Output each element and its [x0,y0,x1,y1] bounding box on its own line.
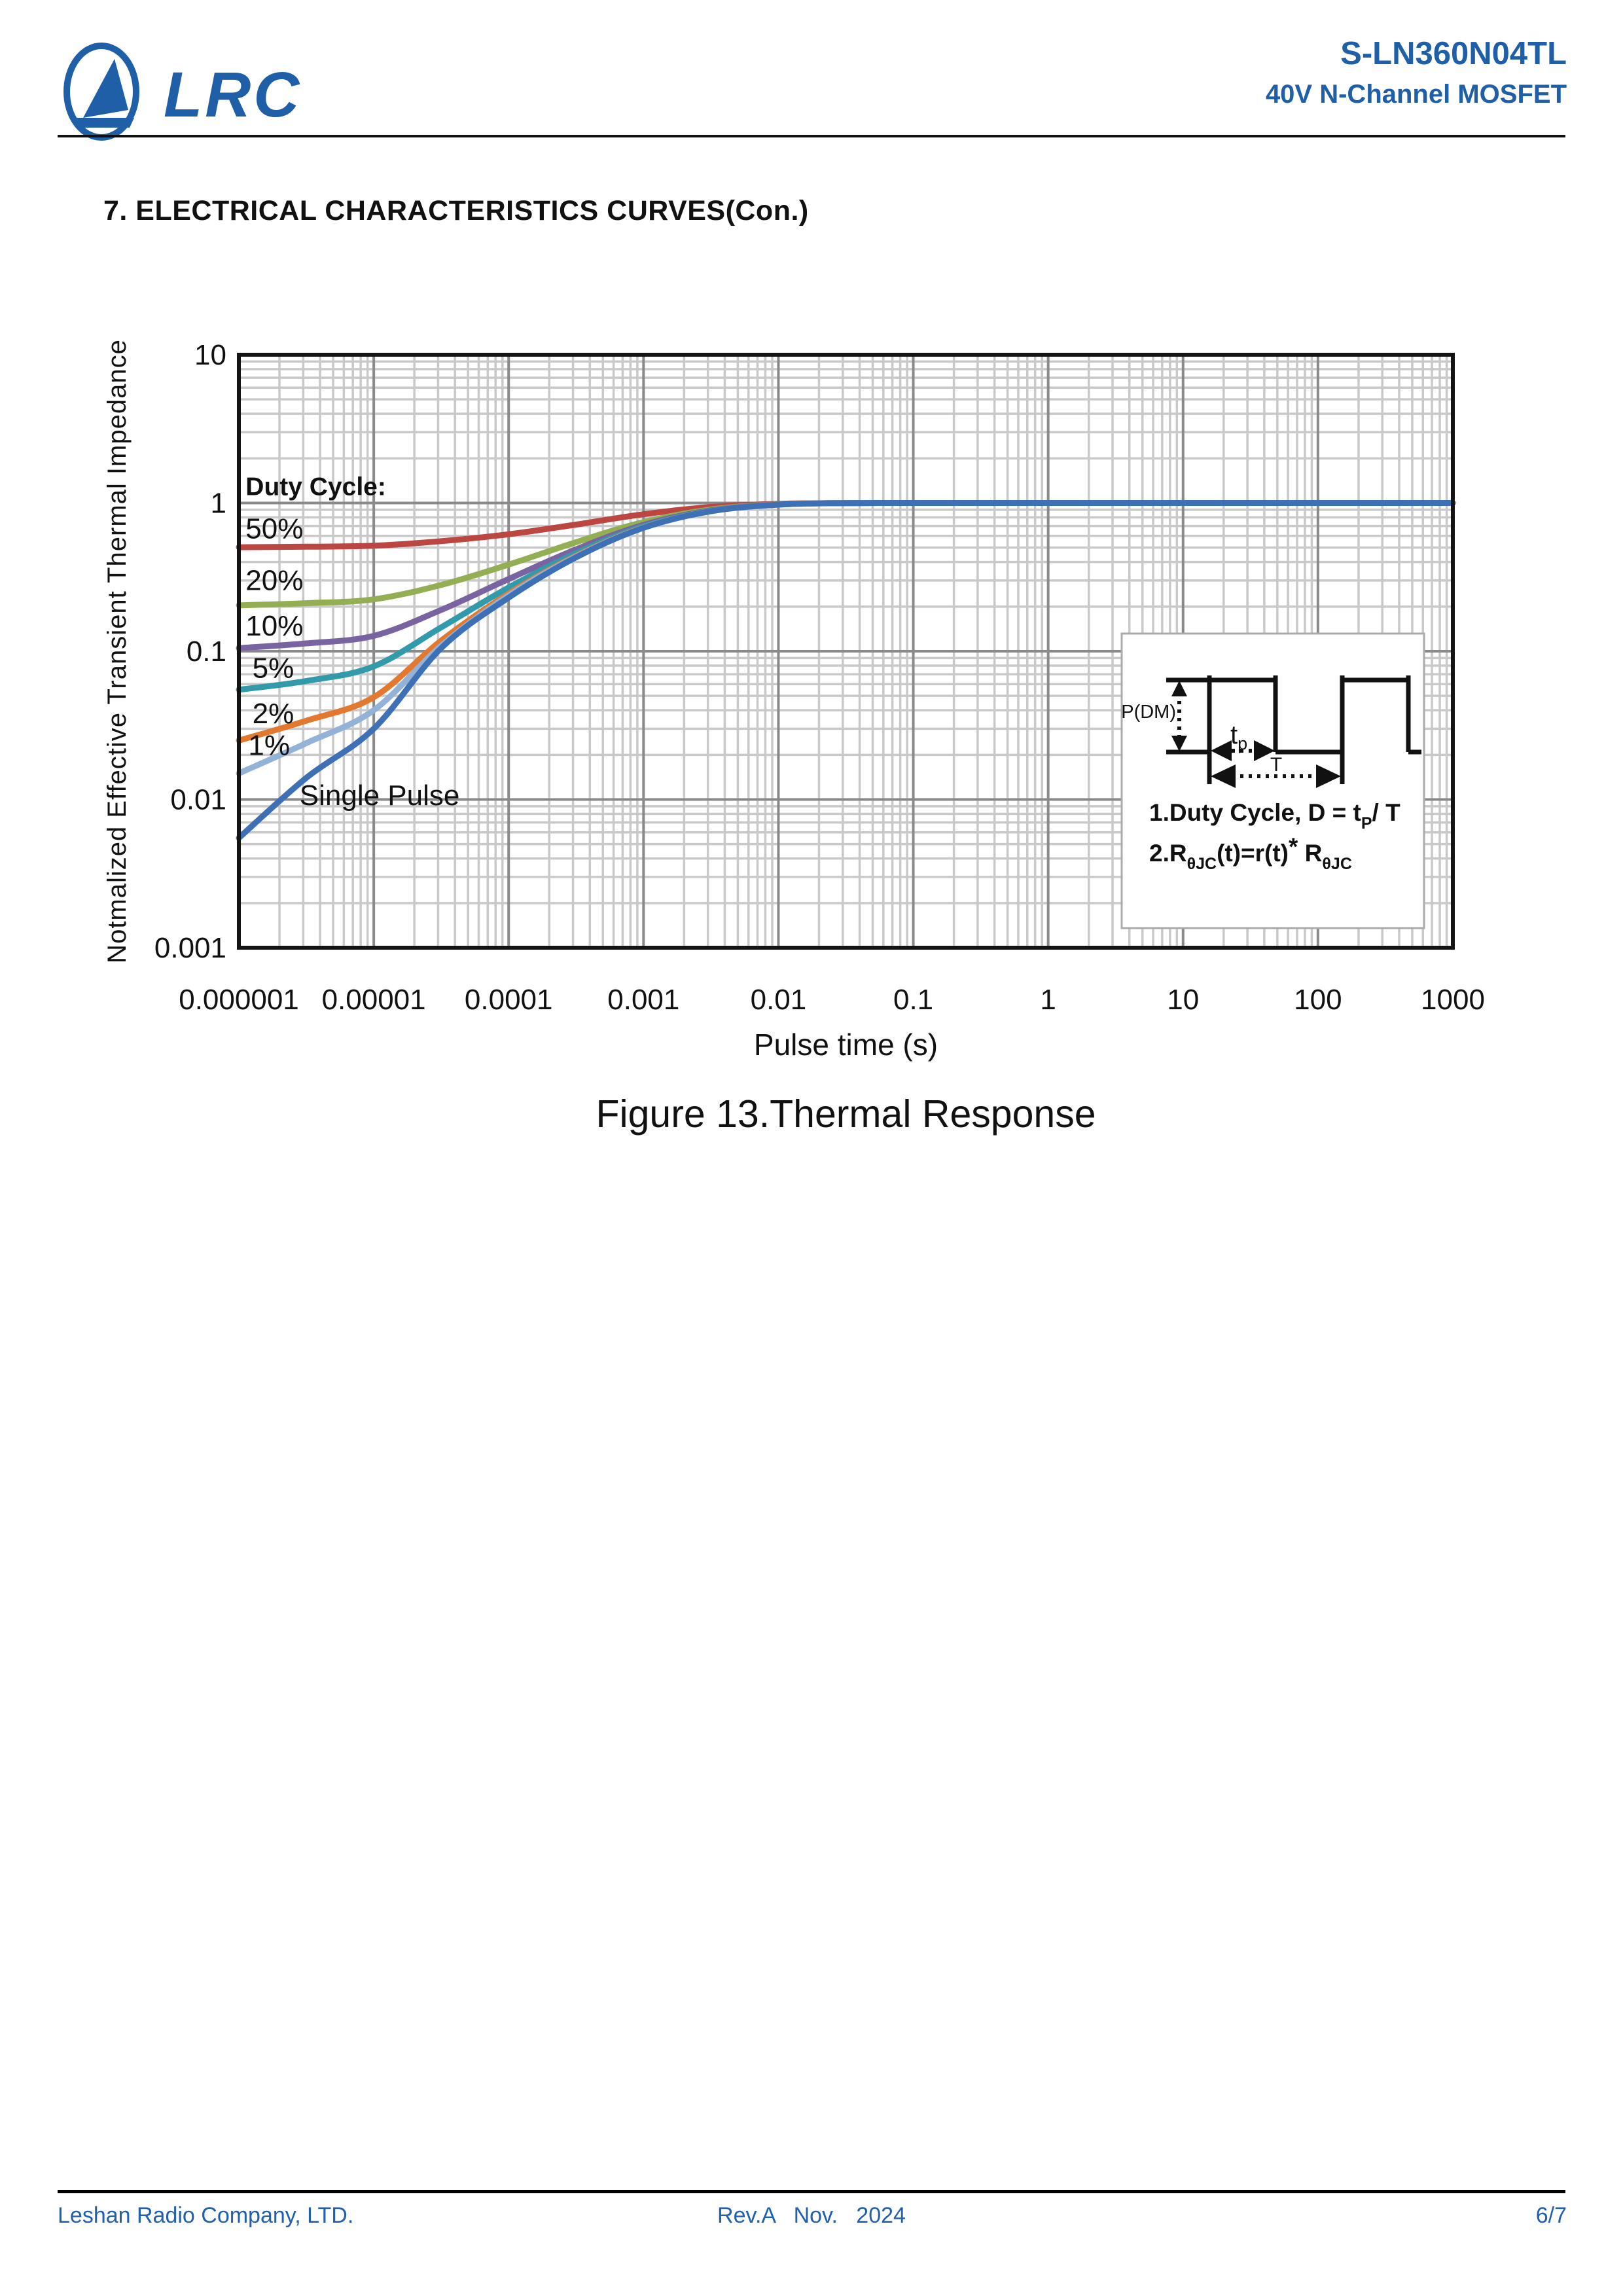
inset-note: 1.Duty Cycle, D = tP/ T [1149,799,1400,833]
y-tick-label: 0.1 [187,636,226,668]
arrowhead-left-icon [1211,740,1232,761]
arrowhead-down-icon [1171,736,1187,751]
x-tick-label: 0.000001 [179,984,299,1016]
curve-label-single-pulse: Single Pulse [300,780,460,812]
curve-label-5-: 5% [253,652,294,684]
curve-label-10-: 10% [245,610,303,642]
header-rule [58,135,1565,137]
lrc-logo-emblem [63,43,139,141]
inset-box [1120,632,1425,929]
curve-label-1-: 1% [248,729,290,761]
x-tick-label: 1 [1040,984,1056,1016]
logo-sail-icon [83,59,128,118]
arrowhead-left-icon [1211,764,1236,788]
footer-revision: Rev.A Nov. 2024 [717,2203,906,2228]
lrc-logo [62,41,147,145]
plot-border [237,353,1455,950]
footer-page: 6/7 [1535,2203,1567,2228]
y-tick-label: 0.01 [170,784,226,816]
x-tick-labels: 0.000001 0.00001 0.0001 0.001 0.01 0.1 1 10 100 1… [179,984,1485,1016]
curve-single-pulse [236,499,1456,841]
inset-pulse-width-label: tp [1230,721,1247,753]
x-axis-title: Pulse time (s) [754,1028,938,1062]
arrowhead-right-icon [1316,764,1341,788]
inset-period-label: T [1270,754,1282,776]
x-tick-label: 0.01 [751,984,807,1016]
part-number: S-LN360N04TL [1340,36,1567,71]
y-tick-label: 10 [194,339,226,371]
arrowhead-right-icon [1254,740,1275,761]
inset-note: 2.RθJC(t)=r(t)* RθJC [1149,833,1352,873]
curve-label-50-: 50% [245,512,303,545]
x-tick-label: 0.00001 [322,984,426,1016]
thermal-response-chart: P(DM) tp T 1.Duty Cycle, D = tP/ T2.RθJC(t)… [103,339,1485,1062]
y-tick-label: 0.001 [154,932,226,964]
curves [236,499,1456,841]
y-tick-label: 1 [211,488,226,520]
x-tick-label: 0.001 [607,984,679,1016]
x-tick-label: 0.0001 [465,984,553,1016]
x-tick-label: 100 [1294,984,1342,1016]
x-tick-label: 0.1 [893,984,933,1016]
y-tick-labels: 10 1 0.1 0.01 0.001 [154,339,226,964]
x-tick-label: 1000 [1421,984,1485,1016]
pulse-waveform [1166,675,1421,784]
part-subtitle: 40V N-Channel MOSFET [1265,80,1567,109]
legend-title: Duty Cycle: [245,473,386,501]
logo-base-icon [71,118,134,128]
inset-amplitude-label: P(DM) [1121,702,1176,723]
curve-label-2-: 2% [253,698,294,730]
brand-text: LRC [164,59,302,130]
x-tick-label: 10 [1167,984,1199,1016]
footer-rule [58,2190,1565,2193]
y-axis-title: Notmalized Effective Transient Thermal I… [103,339,132,963]
curve-10- [236,499,1456,651]
arrowhead-up-icon [1171,681,1187,696]
curve-label-20-: 20% [245,564,303,596]
logo-circle-icon [63,43,139,141]
figure-caption: Figure 13.Thermal Response [596,1092,1096,1136]
section-title: 7. ELECTRICAL CHARACTERISTICS CURVES(Con… [103,195,809,226]
footer-company: Leshan Radio Company, LTD. [58,2203,354,2228]
inset-duty-cycle-diagram: P(DM) tp T 1.Duty Cycle, D = tP/ T2.RθJC(t)… [1120,632,1425,929]
